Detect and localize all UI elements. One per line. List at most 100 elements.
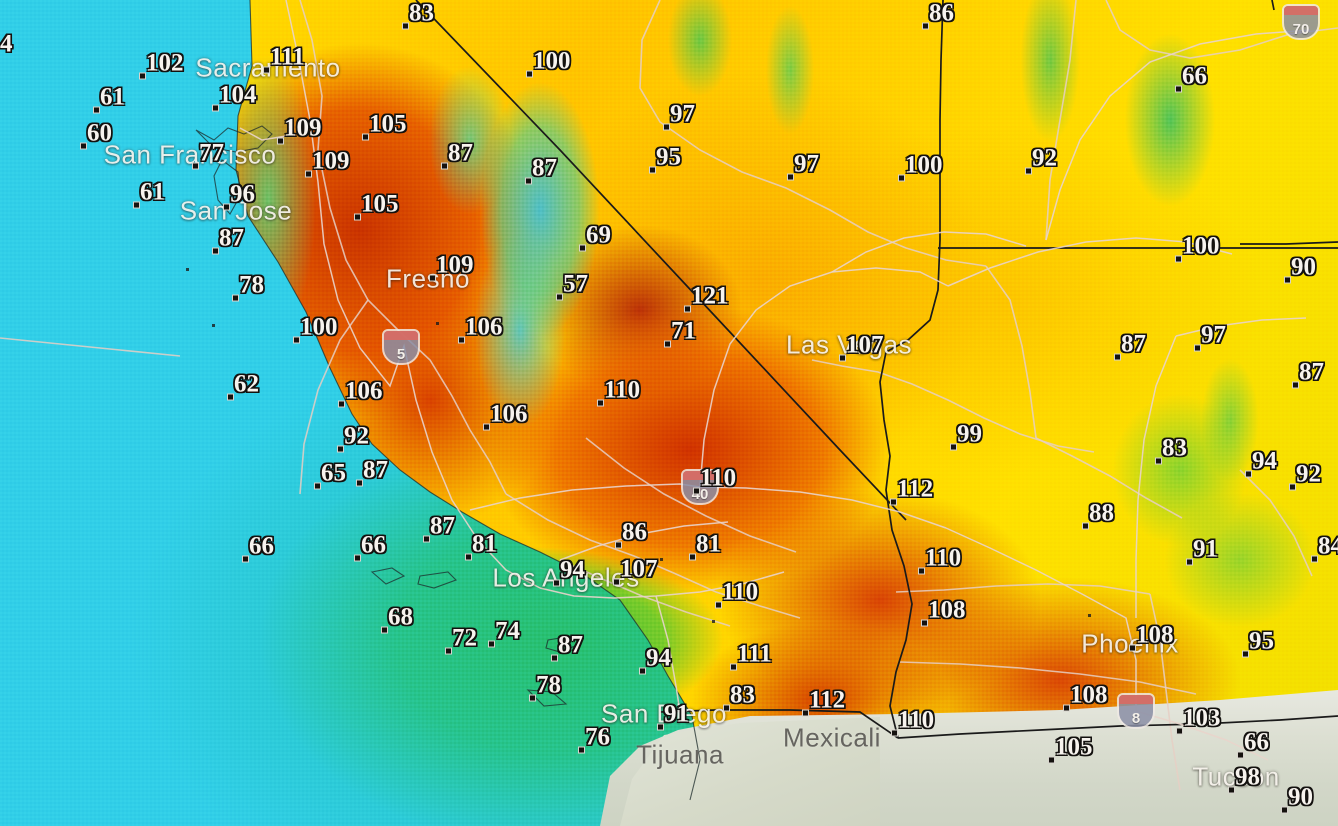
temperature-reading: 97 [663, 100, 695, 130]
temperature-reading: 61 [133, 178, 165, 208]
temperature-reading: 81 [465, 530, 497, 560]
shield-route-number: 8 [1131, 710, 1141, 727]
temperature-reading: 106 [458, 313, 503, 343]
temperature-reading: 100 [898, 151, 943, 181]
station-dot [212, 324, 215, 327]
station-dot [660, 558, 663, 561]
temperature-reading: 90 [1284, 253, 1316, 283]
temperature-reading: 65 [314, 459, 346, 489]
temperature-reading: 91 [1186, 535, 1218, 565]
temperature-reading: 99 [950, 420, 982, 450]
temperature-reading: 104 [212, 81, 257, 111]
temperature-reading: 87 [423, 512, 455, 542]
temperature-reading: 110 [714, 578, 759, 608]
temperature-reading: 102 [139, 49, 184, 79]
temperature-reading: 66 [354, 531, 386, 561]
shield-top-band [1119, 695, 1153, 704]
temperature-reading: 98 [1228, 763, 1260, 793]
temperature-reading: 109 [277, 114, 322, 144]
interstate-shield-icon-5: 5 [382, 329, 420, 365]
temperature-reading: 87 [551, 631, 583, 661]
city-label-mexicali: Mexicali [783, 722, 881, 753]
temperature-reading: 87 [1292, 358, 1324, 388]
temperature-reading: 90 [1281, 783, 1313, 813]
temperature-reading: 106 [338, 377, 383, 407]
temperature-reading: 66 [1175, 62, 1207, 92]
temperature-reading: 66 [1237, 728, 1269, 758]
temperature-reading: 69 [579, 221, 611, 251]
temperature-reading: 83 [1155, 434, 1187, 464]
temperature-reading: 57 [556, 270, 588, 300]
temperature-reading: 86 [922, 0, 954, 29]
temperature-reading: 95 [649, 143, 681, 173]
temperature-reading: 95 [1242, 627, 1274, 657]
shield-route-number: 5 [396, 346, 406, 363]
station-dot [1088, 614, 1091, 617]
temperature-reading: 108 [1129, 621, 1174, 651]
temperature-reading: 87 [441, 139, 473, 169]
temperature-reading: 97 [787, 150, 819, 180]
temperature-reading: 110 [890, 706, 935, 736]
temperature-reading: 111 [263, 43, 305, 73]
temperature-reading: 103 [1176, 704, 1221, 734]
city-label-san-francisco: San Francisco [103, 139, 277, 170]
temperature-reading: 100 [526, 47, 571, 77]
temperature-reading: 97 [1194, 321, 1226, 351]
station-dot [712, 620, 715, 623]
temperature-reading: 86 [615, 518, 647, 548]
temperature-reading: 106 [483, 400, 528, 430]
temperature-reading: 100 [293, 313, 338, 343]
temperature-reading: 107 [613, 555, 658, 585]
temperature-reading: 68 [381, 603, 413, 633]
temperature-reading: 94 [553, 556, 585, 586]
station-dot [186, 268, 189, 271]
temperature-reading: 121 [684, 282, 729, 312]
temperature-reading: 4 [0, 30, 13, 58]
temperature-reading: 71 [664, 317, 696, 347]
temperature-reading: 61 [93, 83, 125, 113]
temperature-reading: 94 [639, 644, 671, 674]
temperature-reading: 110 [596, 376, 641, 406]
temperature-reading: 92 [1025, 144, 1057, 174]
interstate-shield-icon-70: 70 [1282, 4, 1320, 40]
temperature-reading: 107 [839, 331, 884, 361]
temperature-reading: 109 [429, 251, 474, 281]
temperature-reading: 72 [445, 624, 477, 654]
city-label-las-vegas: Las Vegas [786, 329, 912, 360]
temperature-reading: 78 [529, 671, 561, 701]
interstate-shield-icon-8: 8 [1117, 693, 1155, 729]
temperature-reading: 92 [337, 422, 369, 452]
city-label-phoenix: Phoenix [1081, 628, 1179, 659]
shield-top-band [384, 331, 418, 340]
temperature-reading: 87 [212, 224, 244, 254]
temperature-reading: 91 [657, 700, 689, 730]
temperature-reading: 83 [723, 681, 755, 711]
temperature-reading: 88 [1082, 499, 1114, 529]
temperature-reading: 112 [889, 475, 934, 505]
temperature-reading: 112 [801, 686, 846, 716]
shield-top-band [683, 471, 717, 480]
temperature-reading: 110 [692, 464, 737, 494]
temperature-reading: 78 [232, 271, 264, 301]
temperature-reading: 105 [354, 190, 399, 220]
temperature-reading: 77 [192, 139, 224, 169]
temperature-reading: 60 [80, 119, 112, 149]
temperature-reading: 96 [223, 180, 255, 210]
temperature-reading: 108 [921, 596, 966, 626]
shield-route-number: 70 [1292, 21, 1310, 38]
temperature-reading: 76 [578, 723, 610, 753]
temperature-reading: 62 [227, 370, 259, 400]
city-label-tucson: Tucson [1192, 761, 1280, 792]
temperature-reading: 109 [305, 147, 350, 177]
temperature-reading: 66 [242, 532, 274, 562]
city-label-los-angeles: Los Angeles [492, 562, 640, 593]
temperature-reading: 87 [356, 456, 388, 486]
temperature-reading: 111 [730, 640, 772, 670]
station-dot [436, 322, 439, 325]
city-label-san-jose: San Jose [179, 195, 293, 226]
temperature-reading: 105 [1048, 733, 1093, 763]
city-label-tijuana: Tijuana [636, 739, 724, 770]
temperature-reading: 100 [1175, 232, 1220, 262]
